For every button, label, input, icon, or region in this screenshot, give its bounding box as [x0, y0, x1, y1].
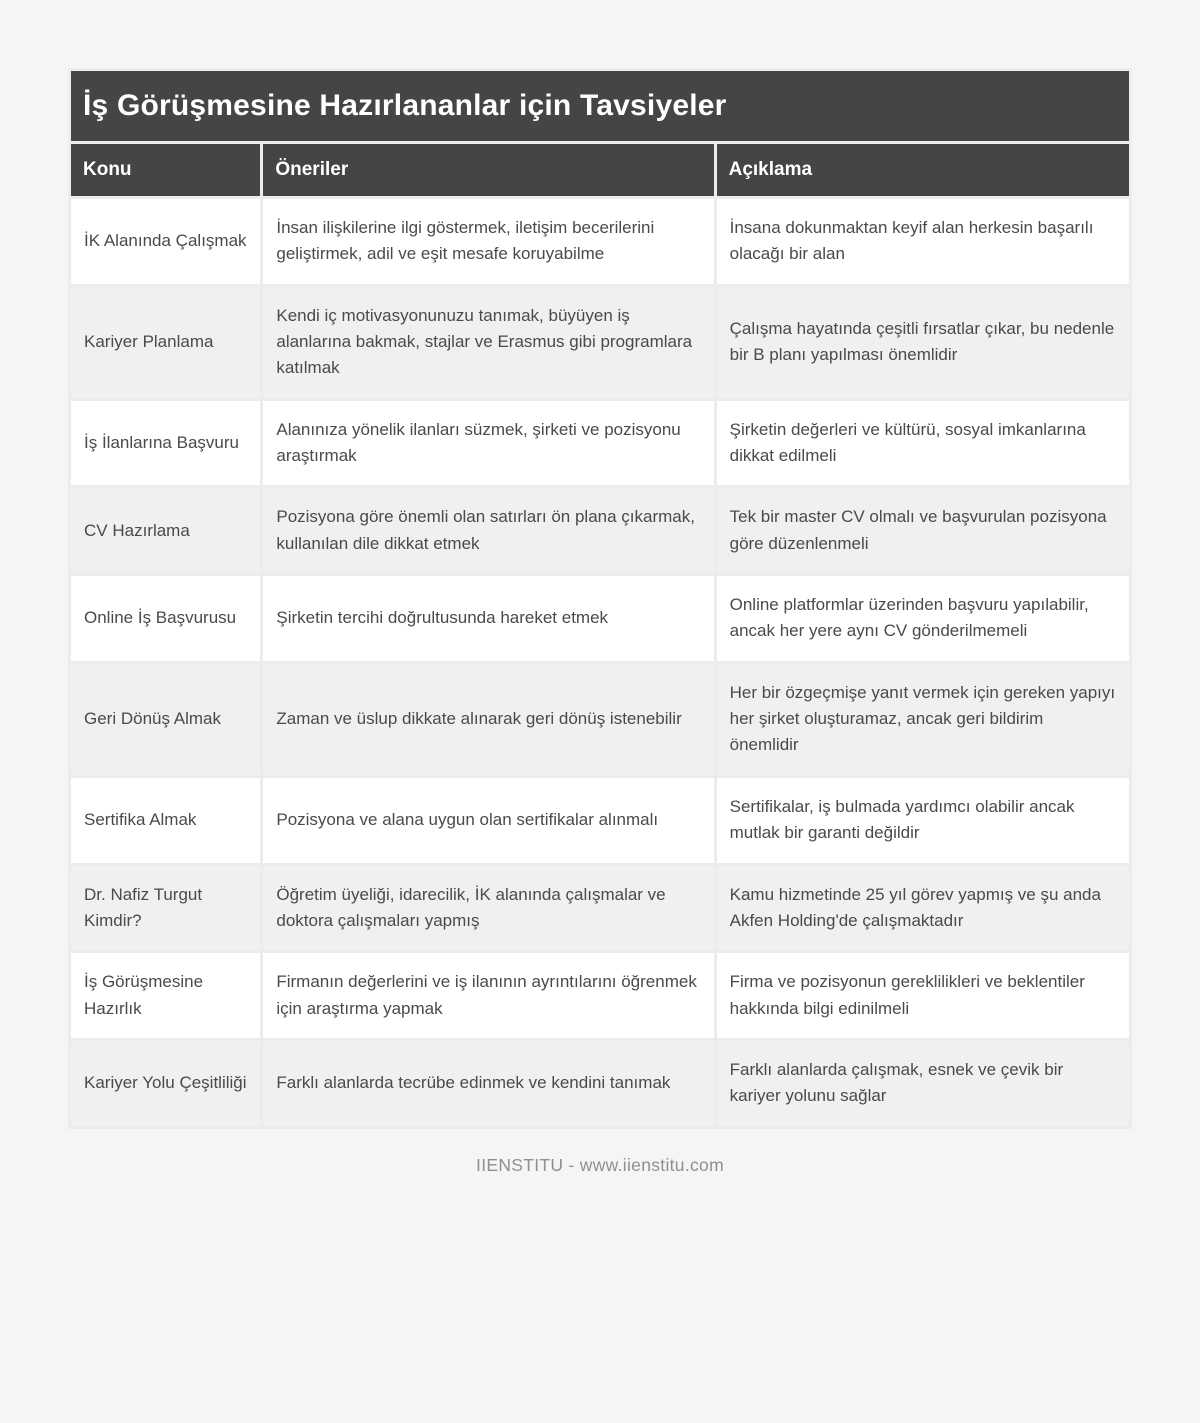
- cell-oneriler: Alanınıza yönelik ilanları süzmek, şirke…: [263, 400, 714, 486]
- cell-aciklama: Firma ve pozisyonun gereklilikleri ve be…: [716, 953, 1129, 1038]
- cell-oneriler: Firmanın değerlerini ve iş ilanının ayrı…: [263, 953, 714, 1038]
- tips-table: İş Görüşmesine Hazırlananlar için Tavsiy…: [68, 68, 1132, 1129]
- cell-konu: Kariyer Yolu Çeşitliliği: [71, 1040, 261, 1126]
- cell-aciklama: Tek bir master CV olmalı ve başvurulan p…: [716, 488, 1129, 574]
- cell-konu: İK Alanında Çalışmak: [71, 199, 261, 284]
- table-row: Sertifika Almak Pozisyona ve alana uygun …: [71, 777, 1129, 863]
- table-row: Online İş Başvurusu Şirketin tercihi doğr…: [71, 576, 1129, 661]
- cell-oneriler: Farklı alanlarda tecrübe edinmek ve kend…: [263, 1040, 714, 1126]
- cell-konu: Kariyer Planlama: [71, 286, 261, 398]
- cell-aciklama: Sertifikalar, iş bulmada yardımcı olabil…: [716, 777, 1129, 863]
- table-row: Kariyer Planlama Kendi iç motivasyonunuzu…: [71, 286, 1129, 398]
- cell-konu: İş Görüşmesine Hazırlık: [71, 953, 261, 1038]
- table-body: İK Alanında Çalışmak İnsan ilişkilerine i…: [71, 199, 1129, 1126]
- column-header-oneriler: Öneriler: [263, 144, 714, 196]
- cell-konu: Geri Dönüş Almak: [71, 663, 261, 775]
- column-header-aciklama: Açıklama: [716, 144, 1129, 196]
- cell-aciklama: Çalışma hayatında çeşitli fırsatlar çıka…: [716, 286, 1129, 398]
- table-row: Geri Dönüş Almak Zaman ve üslup dikkate a…: [71, 663, 1129, 775]
- tips-sheet: İş Görüşmesine Hazırlananlar için Tavsiy…: [68, 68, 1132, 1176]
- footer-credit: IIENSTITU - www.iienstitu.com: [476, 1154, 724, 1175]
- cell-konu: İş İlanlarına Başvuru: [71, 400, 261, 486]
- cell-oneriler: Şirketin tercihi doğrultusunda hareket e…: [263, 576, 714, 661]
- cell-konu: CV Hazırlama: [71, 488, 261, 574]
- cell-oneriler: Pozisyona göre önemli olan satırları ön …: [263, 488, 714, 574]
- cell-aciklama: Farklı alanlarda çalışmak, esnek ve çevi…: [716, 1040, 1129, 1126]
- cell-aciklama: Şirketin değerleri ve kültürü, sosyal im…: [716, 400, 1129, 486]
- cell-konu: Online İş Başvurusu: [71, 576, 261, 661]
- column-header-row: Konu Öneriler Açıklama: [71, 144, 1129, 196]
- table-row: İş İlanlarına Başvuru Alanınıza yönelik i…: [71, 400, 1129, 486]
- cell-konu: Dr. Nafiz Turgut Kimdir?: [71, 865, 261, 951]
- cell-aciklama: Kamu hizmetinde 25 yıl görev yapmış ve ş…: [716, 865, 1129, 951]
- cell-aciklama: Online platformlar üzerinden başvuru yap…: [716, 576, 1129, 661]
- cell-konu: Sertifika Almak: [71, 777, 261, 863]
- table-row: İş Görüşmesine Hazırlık Firmanın değerler…: [71, 953, 1129, 1038]
- column-header-konu: Konu: [71, 144, 261, 196]
- table-row: Dr. Nafiz Turgut Kimdir? Öğretim üyeliği,…: [71, 865, 1129, 951]
- cell-aciklama: İnsana dokunmaktan keyif alan herkesin b…: [716, 199, 1129, 284]
- page-title: İş Görüşmesine Hazırlananlar için Tavsiy…: [71, 71, 1129, 141]
- cell-oneriler: Kendi iç motivasyonunuzu tanımak, büyüye…: [263, 286, 714, 398]
- cell-oneriler: Zaman ve üslup dikkate alınarak geri dön…: [263, 663, 714, 775]
- table-row: CV Hazırlama Pozisyona göre önemli olan s…: [71, 488, 1129, 574]
- title-row: İş Görüşmesine Hazırlananlar için Tavsiy…: [71, 71, 1129, 141]
- cell-oneriler: Öğretim üyeliği, idarecilik, İK alanında…: [263, 865, 714, 951]
- table-row: Kariyer Yolu Çeşitliliği Farklı alanlarda…: [71, 1040, 1129, 1126]
- cell-oneriler: İnsan ilişkilerine ilgi göstermek, ileti…: [263, 199, 714, 284]
- cell-aciklama: Her bir özgeçmişe yanıt vermek için gere…: [716, 663, 1129, 775]
- table-row: İK Alanında Çalışmak İnsan ilişkilerine i…: [71, 199, 1129, 284]
- cell-oneriler: Pozisyona ve alana uygun olan sertifikal…: [263, 777, 714, 863]
